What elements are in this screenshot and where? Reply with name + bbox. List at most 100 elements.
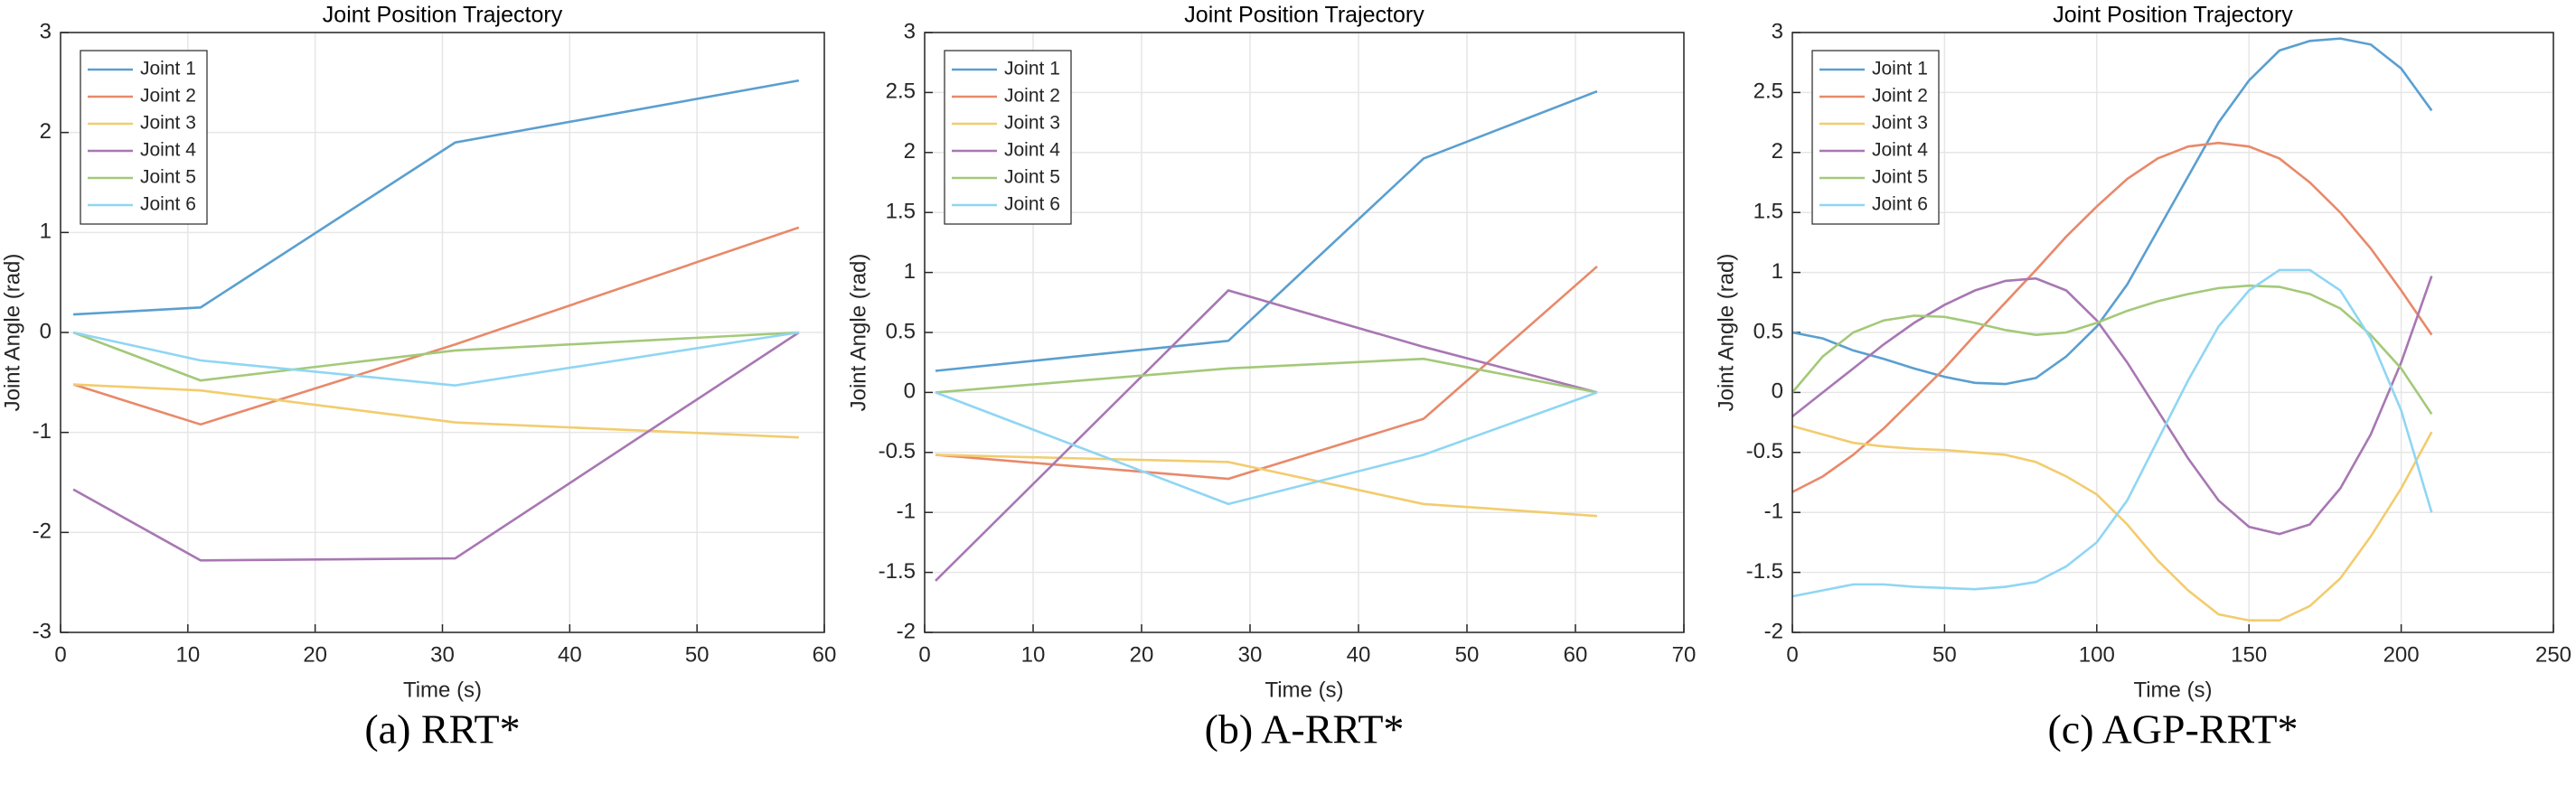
y-tick-label: -2 xyxy=(33,519,52,544)
y-axis-label: Joint Angle (rad) xyxy=(846,254,870,412)
x-tick-label: 30 xyxy=(430,642,455,667)
x-tick-label: 150 xyxy=(2231,642,2267,667)
x-tick-label: 0 xyxy=(54,642,66,667)
y-tick-label: -0.5 xyxy=(1746,439,1783,463)
x-tick-label: 0 xyxy=(1786,642,1798,667)
x-tick-label: 40 xyxy=(558,642,582,667)
data-line xyxy=(935,357,1598,394)
legend-box xyxy=(944,50,1072,225)
legend-label: Joint 1 xyxy=(140,59,196,80)
axes-box xyxy=(60,32,825,633)
y-tick-label: 1 xyxy=(1772,259,1783,284)
chart-title: Joint Position Trajectory xyxy=(2053,3,2293,28)
y-axis-label: Joint Angle (rad) xyxy=(1714,254,1738,412)
data-line xyxy=(72,331,800,562)
data-line xyxy=(1791,37,2433,386)
legend-label: Joint 5 xyxy=(1872,167,1928,188)
y-tick-label: 2 xyxy=(40,119,52,144)
chart-title: Joint Position Trajectory xyxy=(323,3,563,28)
x-tick-label: 10 xyxy=(1021,642,1046,667)
y-tick-label: 2.5 xyxy=(1753,80,1783,104)
legend-label: Joint 3 xyxy=(1872,113,1928,134)
x-tick-label: 250 xyxy=(2535,642,2571,667)
data-line xyxy=(935,89,1598,372)
legend-label: Joint 2 xyxy=(140,86,196,107)
y-tick-label: -1 xyxy=(897,500,916,524)
legend-label: Joint 4 xyxy=(1004,140,1060,161)
legend-label: Joint 5 xyxy=(1004,167,1060,188)
x-axis-label: Time (s) xyxy=(403,678,482,702)
x-tick-label: 10 xyxy=(175,642,200,667)
x-tick-label: 30 xyxy=(1238,642,1263,667)
x-tick-label: 0 xyxy=(918,642,930,667)
legend-label: Joint 3 xyxy=(1004,113,1060,134)
axes-box xyxy=(1791,32,2554,633)
data-line xyxy=(72,331,800,387)
data-line xyxy=(72,331,799,382)
data-line xyxy=(1791,284,2433,416)
y-tick-label: 0 xyxy=(40,319,52,343)
data-line xyxy=(1791,141,2433,493)
legend-label: Joint 6 xyxy=(140,194,196,215)
y-tick-label: -1 xyxy=(33,419,52,444)
data-line xyxy=(935,289,1598,582)
x-tick-label: 40 xyxy=(1347,642,1371,667)
y-tick-label: 1.5 xyxy=(1753,200,1783,224)
y-tick-label: 0.5 xyxy=(886,319,916,343)
y-tick-label: 0 xyxy=(1772,379,1783,404)
legend-box xyxy=(1811,50,1940,225)
data-line xyxy=(935,265,1598,481)
data-line xyxy=(1791,276,2433,536)
x-tick-label: 100 xyxy=(2079,642,2115,667)
y-tick-label: -1 xyxy=(1764,500,1783,524)
y-tick-label: 3 xyxy=(1772,19,1783,43)
y-axis-label: Joint Angle (rad) xyxy=(0,254,24,412)
x-tick-label: 50 xyxy=(1932,642,1957,667)
legend-label: Joint 6 xyxy=(1004,194,1060,215)
x-axis-label: Time (s) xyxy=(2133,678,2212,702)
legend-label: Joint 5 xyxy=(140,167,196,188)
data-line xyxy=(935,391,1598,506)
y-tick-label: 0.5 xyxy=(1753,319,1783,343)
y-tick-label: 1.5 xyxy=(886,200,916,224)
x-tick-label: 20 xyxy=(1130,642,1154,667)
x-tick-label: 70 xyxy=(1672,642,1697,667)
data-line xyxy=(72,226,800,426)
y-tick-label: 3 xyxy=(40,19,52,43)
caption: (c) AGP-RRT* xyxy=(2047,706,2298,753)
chart-title: Joint Position Trajectory xyxy=(1184,3,1424,28)
y-tick-label: 2 xyxy=(1772,139,1783,164)
y-tick-label: -0.5 xyxy=(879,439,916,463)
legend-label: Joint 1 xyxy=(1872,59,1928,80)
x-axis-label: Time (s) xyxy=(1264,678,1343,702)
data-line xyxy=(73,79,800,316)
y-tick-label: 1 xyxy=(904,259,916,284)
legend-label: Joint 4 xyxy=(1872,140,1928,161)
x-tick-label: 200 xyxy=(2383,642,2420,667)
legend-label: Joint 2 xyxy=(1004,86,1060,107)
data-line xyxy=(1791,425,2433,622)
legend-label: Joint 6 xyxy=(1872,194,1928,215)
y-tick-label: -1.5 xyxy=(879,559,916,584)
y-tick-label: 0 xyxy=(904,379,916,404)
legend-label: Joint 2 xyxy=(1872,86,1928,107)
caption: (a) RRT* xyxy=(364,706,520,753)
y-tick-label: 3 xyxy=(904,19,916,43)
legend-label: Joint 3 xyxy=(140,113,196,134)
data-line xyxy=(935,454,1598,518)
y-tick-label: 2 xyxy=(904,139,916,164)
x-tick-label: 60 xyxy=(1564,642,1588,667)
data-line xyxy=(73,383,799,439)
axes-box xyxy=(924,32,1685,633)
x-tick-label: 20 xyxy=(303,642,327,667)
legend-label: Joint 4 xyxy=(140,140,196,161)
caption: (b) A-RRT* xyxy=(1205,706,1405,753)
data-line xyxy=(1791,268,2433,598)
y-tick-label: 1 xyxy=(40,220,52,244)
y-tick-label: -2 xyxy=(1764,619,1783,643)
x-tick-label: 60 xyxy=(813,642,837,667)
y-tick-label: -1.5 xyxy=(1746,559,1783,584)
y-tick-label: -3 xyxy=(33,619,52,643)
x-tick-label: 50 xyxy=(685,642,710,667)
